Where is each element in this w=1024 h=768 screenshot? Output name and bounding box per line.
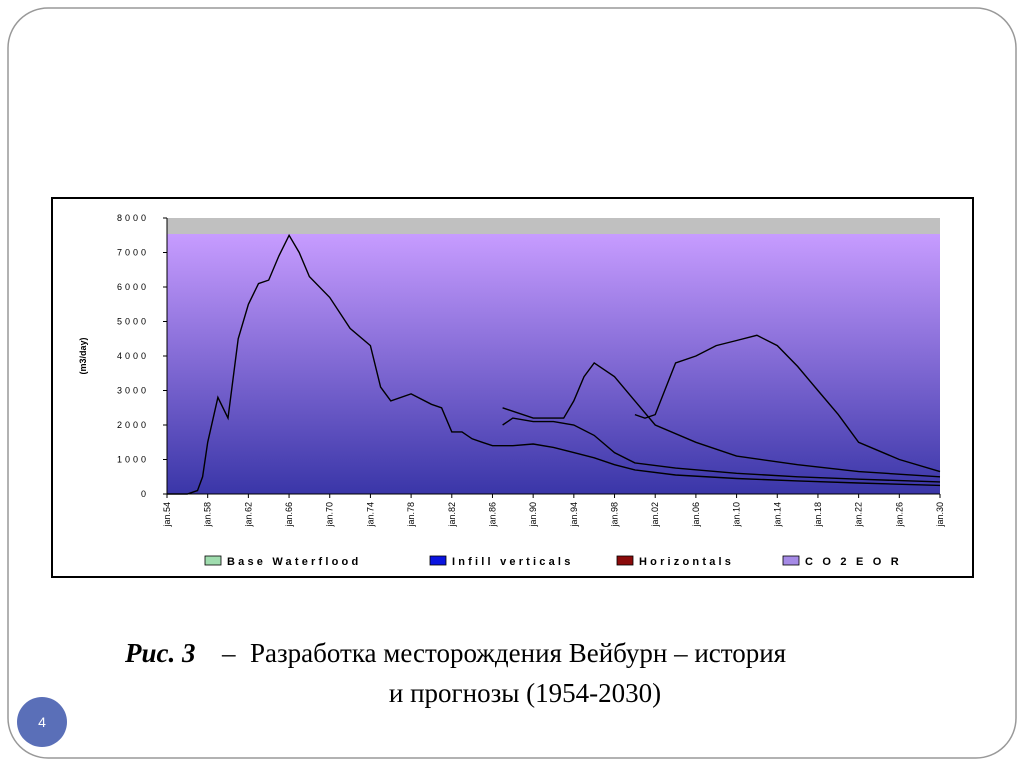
y-axis-label: (m3/day) (78, 337, 88, 374)
caption-line1: Разработка месторождения Вейбурн – истор… (250, 638, 786, 668)
y-tick-label: 8000 (117, 213, 149, 223)
series-line (167, 233, 941, 495)
x-tick-label: jan.18 (813, 502, 823, 528)
y-tick-label: 0 (141, 489, 149, 499)
x-tick-label: jan.10 (732, 502, 742, 528)
y-tick-label: 3000 (117, 386, 149, 396)
y-tick-label: 1000 (117, 455, 149, 465)
caption-line2: и прогнозы (1954-2030) (389, 678, 661, 708)
x-tick-label: jan.74 (365, 502, 375, 528)
legend-swatch (204, 555, 222, 566)
caption-label: Рис. 3 (124, 638, 196, 668)
legend-label: C O 2 E O R (805, 556, 902, 568)
x-tick-label: jan.02 (650, 502, 660, 528)
caption-dash: – (221, 638, 236, 668)
legend-label: Horizontals (639, 556, 734, 568)
x-tick-label: jan.94 (569, 502, 579, 528)
plot-top-band (167, 218, 940, 234)
x-tick-label: jan.06 (691, 502, 701, 528)
x-tick-label: jan.14 (772, 502, 782, 528)
y-tick-label: 2000 (117, 420, 149, 430)
x-tick-label: jan.62 (243, 502, 253, 528)
y-tick-label: 5000 (117, 317, 149, 327)
x-tick-label: jan.26 (894, 502, 904, 528)
page-number: 4 (38, 714, 46, 730)
page-badge (17, 697, 67, 747)
x-tick-label: jan.78 (406, 502, 416, 528)
x-tick-label: jan.22 (854, 502, 864, 528)
legend-label: Infill verticals (452, 556, 574, 568)
legend-label: Base Waterflood (227, 556, 361, 568)
legend-swatch (429, 555, 447, 566)
x-tick-label: jan.70 (325, 502, 335, 528)
series-line (502, 417, 941, 483)
y-tick-label: 7000 (117, 248, 149, 258)
x-tick-label: jan.66 (284, 502, 294, 528)
legend-swatch (616, 555, 634, 566)
plot-background (167, 234, 940, 494)
series-line (634, 334, 941, 473)
x-tick-label: jan.90 (528, 502, 538, 528)
legend-swatch (782, 555, 800, 566)
series-line (502, 361, 941, 478)
x-tick-label: jan.54 (162, 502, 172, 528)
x-tick-label: jan.58 (203, 502, 213, 528)
x-tick-label: jan.86 (487, 502, 497, 528)
y-tick-label: 6000 (117, 282, 149, 292)
x-tick-label: jan.30 (935, 502, 945, 528)
x-tick-label: jan.82 (447, 502, 457, 528)
plot-area (167, 218, 940, 494)
y-tick-label: 4000 (117, 351, 149, 361)
x-tick-label: jan.98 (610, 502, 620, 528)
